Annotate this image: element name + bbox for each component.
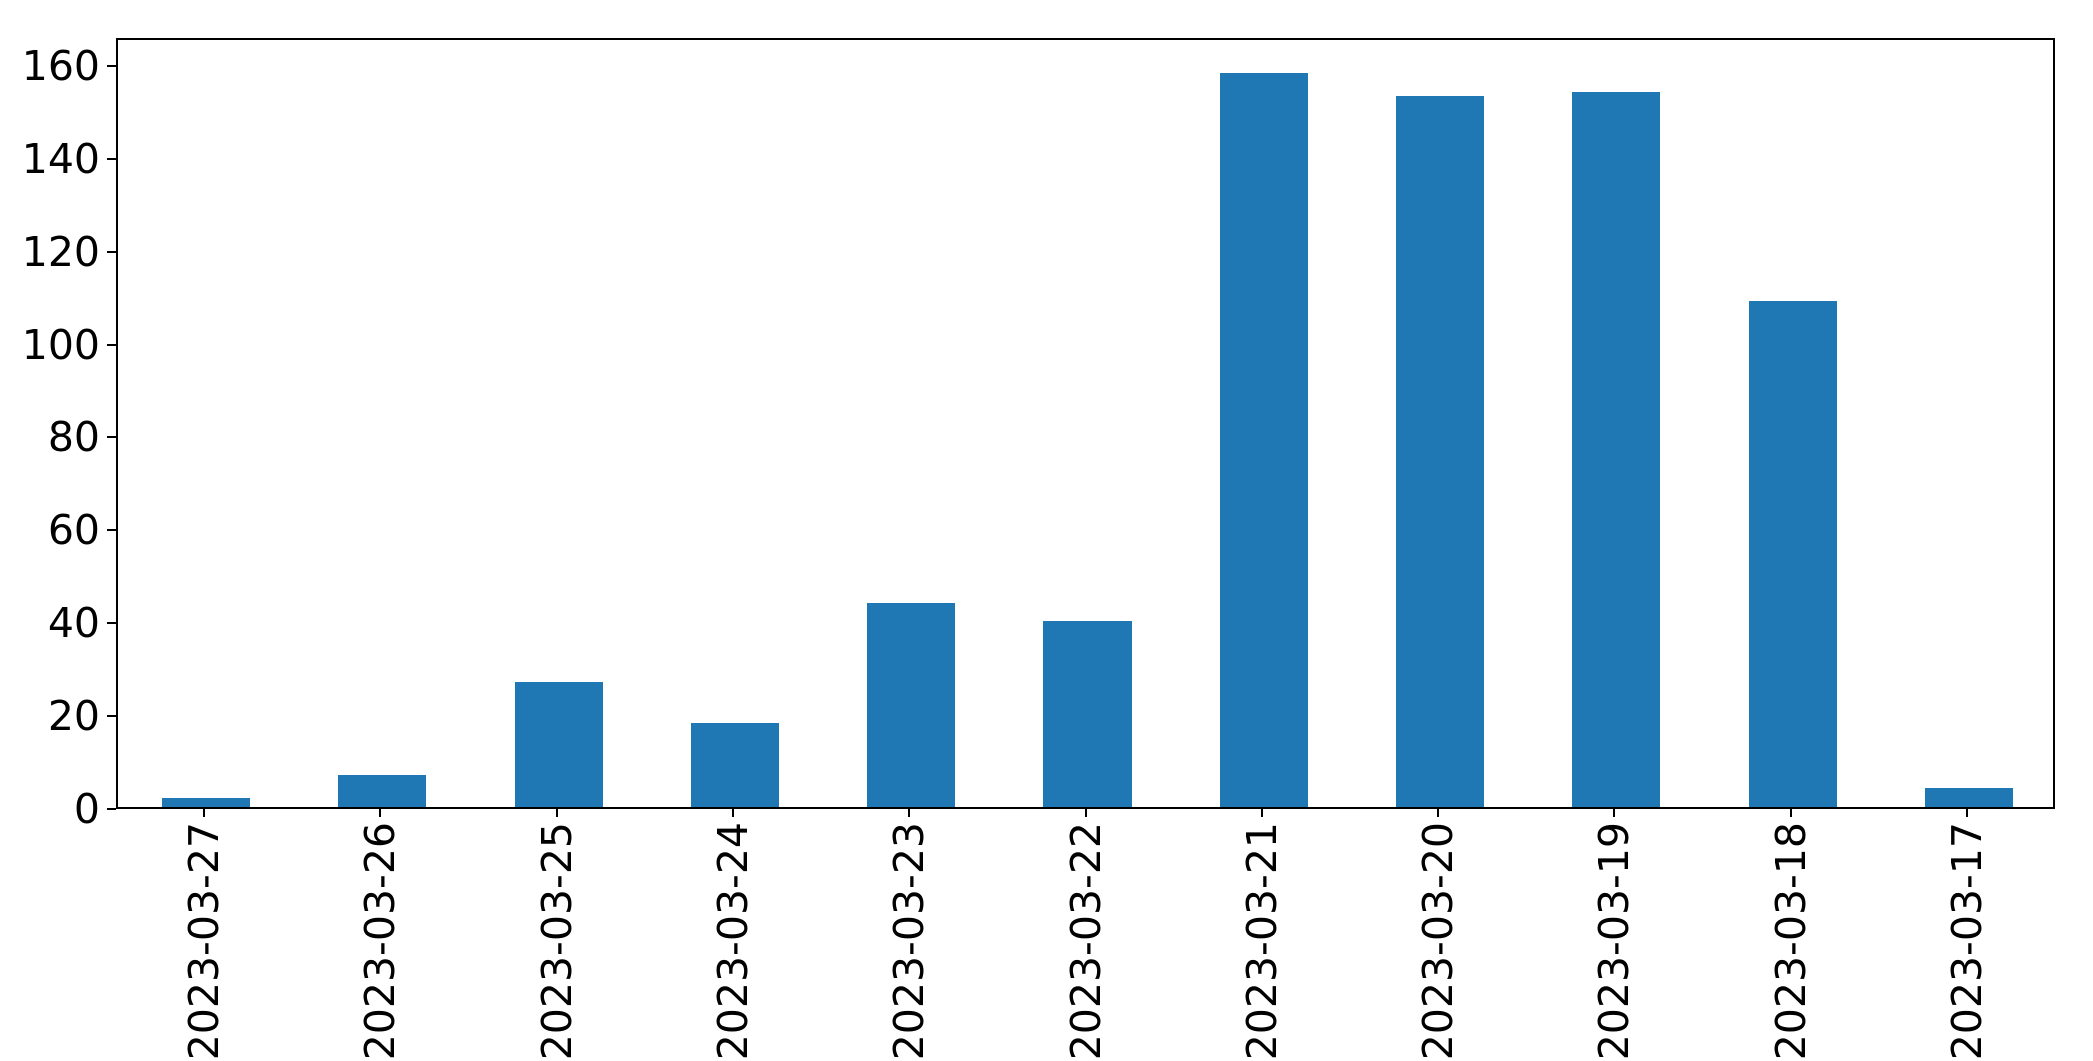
bar	[1924, 788, 2013, 807]
x-tick-mark	[1437, 809, 1440, 817]
y-tick-label: 100	[21, 320, 100, 369]
bar	[1043, 621, 1132, 807]
y-tick-label: 60	[47, 506, 100, 555]
y-tick-mark	[107, 808, 116, 810]
x-tick-label-text: 2023-03-17	[1942, 822, 1991, 1061]
y-tick-mark	[107, 343, 116, 346]
bar	[690, 723, 779, 807]
x-tick-label-text: 2023-03-26	[356, 822, 405, 1061]
x-tick-label-text: 2023-03-20	[1414, 822, 1463, 1061]
y-tick-mark	[107, 250, 116, 253]
y-tick-mark	[107, 157, 116, 160]
x-tick-mark	[555, 809, 558, 817]
bar	[1395, 96, 1485, 807]
bar	[1748, 300, 1837, 807]
y-tick-mark	[107, 64, 116, 67]
y-tick-mark	[107, 529, 116, 532]
x-tick-label-text: 2023-03-27	[180, 822, 229, 1061]
bar	[867, 602, 956, 807]
x-tick-mark	[1789, 809, 1792, 817]
x-tick-mark	[908, 809, 911, 817]
x-tick-mark	[379, 809, 382, 817]
x-tick-mark	[1613, 809, 1616, 817]
y-tick-label: 140	[21, 134, 100, 183]
y-tick-label: 0	[73, 785, 100, 833]
bar	[1572, 91, 1661, 807]
x-tick-mark	[203, 809, 206, 817]
x-tick-label-text: 2023-03-19	[1590, 822, 1639, 1061]
bar	[514, 681, 603, 807]
x-tick-label-text: 2023-03-25	[532, 822, 581, 1061]
x-tick-mark	[1965, 809, 1968, 817]
y-tick-mark	[107, 622, 116, 625]
x-tick-label-text: 2023-03-18	[1766, 822, 1815, 1061]
x-tick-mark	[731, 809, 734, 817]
y-tick-label: 40	[47, 599, 100, 648]
bar	[162, 797, 251, 807]
y-tick-mark	[107, 715, 116, 718]
y-tick-label: 20	[47, 692, 100, 741]
x-tick-label-text: 2023-03-23	[885, 822, 934, 1061]
y-tick-label: 80	[47, 413, 100, 462]
x-tick-label-text: 2023-03-21	[1237, 822, 1286, 1061]
x-tick-label-text: 2023-03-24	[708, 822, 757, 1061]
x-tick-mark	[1260, 809, 1263, 817]
bar	[1219, 73, 1308, 807]
x-tick-label-text: 2023-03-22	[1061, 822, 1110, 1061]
x-tick-mark	[1084, 809, 1087, 817]
plot-area	[116, 38, 2055, 809]
y-tick-label: 120	[21, 227, 100, 276]
y-tick-label: 160	[21, 41, 100, 90]
bar	[338, 774, 427, 807]
y-tick-mark	[107, 436, 116, 439]
